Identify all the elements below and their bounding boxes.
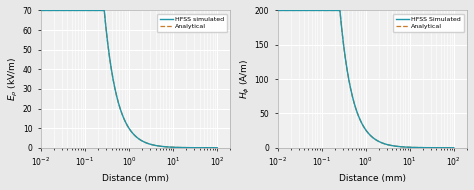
HFSS simulated <box>159 145 165 148</box>
HFSS Simulated <box>412 146 418 149</box>
HFSS simulated <box>109 73 115 75</box>
Y-axis label: $E_{\rho}$ (kV/m): $E_{\rho}$ (kV/m) <box>7 57 20 101</box>
Analytical <box>38 9 44 12</box>
Y-axis label: $H_{\phi}$ (A/m): $H_{\phi}$ (A/m) <box>239 59 252 99</box>
X-axis label: Distance (mm): Distance (mm) <box>339 174 406 183</box>
Line: HFSS Simulated: HFSS Simulated <box>277 10 454 148</box>
Analytical <box>56 9 62 12</box>
HFSS simulated <box>56 9 62 12</box>
HFSS Simulated <box>274 9 280 12</box>
Line: Analytical: Analytical <box>41 10 217 148</box>
Analytical <box>109 73 115 76</box>
Analytical <box>179 146 184 149</box>
HFSS Simulated <box>346 78 352 81</box>
HFSS Simulated <box>415 146 421 149</box>
Analytical <box>451 147 456 149</box>
HFSS simulated <box>38 9 44 12</box>
Analytical <box>352 105 358 108</box>
Analytical <box>159 145 165 148</box>
Analytical <box>415 146 421 149</box>
Analytical <box>346 78 352 81</box>
HFSS Simulated <box>451 147 456 149</box>
HFSS simulated <box>116 102 121 104</box>
Analytical <box>214 147 220 149</box>
Legend: HFSS simulated, Analytical: HFSS simulated, Analytical <box>157 13 228 32</box>
HFSS Simulated <box>292 9 298 12</box>
Analytical <box>412 146 418 149</box>
Analytical <box>292 9 298 12</box>
Analytical <box>396 145 401 148</box>
HFSS simulated <box>175 146 181 149</box>
Analytical <box>116 102 121 105</box>
Analytical <box>175 146 181 149</box>
HFSS Simulated <box>396 145 401 148</box>
Legend: HFSS Simulated, Analytical: HFSS Simulated, Analytical <box>393 13 464 32</box>
HFSS Simulated <box>352 105 358 108</box>
HFSS simulated <box>179 146 184 149</box>
Line: HFSS simulated: HFSS simulated <box>41 10 217 148</box>
Line: Analytical: Analytical <box>277 10 454 148</box>
HFSS simulated <box>214 147 220 149</box>
X-axis label: Distance (mm): Distance (mm) <box>102 174 169 183</box>
Analytical <box>274 9 280 12</box>
